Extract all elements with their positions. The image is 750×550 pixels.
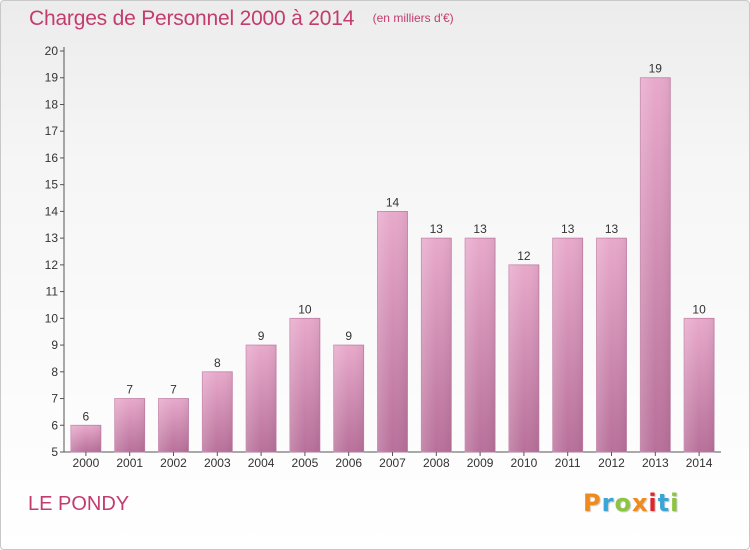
y-tick-label: 6 xyxy=(51,418,58,432)
logo-letter: o xyxy=(614,489,632,517)
x-tick-label: 2004 xyxy=(248,456,275,470)
bar-sheen xyxy=(465,238,496,452)
title-row: Charges de Personnel 2000 à 2014 (en mil… xyxy=(29,7,454,31)
y-tick-label: 13 xyxy=(45,231,59,245)
y-tick-label: 17 xyxy=(45,124,59,138)
x-tick-label: 2001 xyxy=(116,456,143,470)
x-tick-label: 2013 xyxy=(642,456,669,470)
data-label: 10 xyxy=(298,302,312,316)
data-label: 13 xyxy=(561,222,575,236)
data-label: 13 xyxy=(605,222,619,236)
x-tick-label: 2008 xyxy=(423,456,450,470)
y-tick-label: 7 xyxy=(51,392,58,406)
bar-sheen xyxy=(552,238,583,452)
y-tick-label: 19 xyxy=(45,71,59,85)
x-tick-label: 2000 xyxy=(73,456,100,470)
y-tick-label: 9 xyxy=(51,338,58,352)
bars xyxy=(70,77,715,453)
chart-title: Charges de Personnel 2000 à 2014 xyxy=(29,7,355,30)
data-label: 13 xyxy=(430,222,444,236)
proxiti-logo[interactable]: Proxiti xyxy=(583,489,679,517)
data-label: 10 xyxy=(692,302,706,316)
x-tick-label: 2012 xyxy=(598,456,625,470)
y-tick-label: 14 xyxy=(45,204,59,218)
y-tick-label: 5 xyxy=(51,445,58,459)
x-tick-label: 2007 xyxy=(379,456,406,470)
bar-sheen xyxy=(246,345,277,452)
data-label: 6 xyxy=(83,409,90,423)
logo-letter: t xyxy=(657,489,671,517)
bar-sheen xyxy=(508,264,539,452)
bar-sheen xyxy=(158,398,189,452)
data-label: 12 xyxy=(517,249,531,263)
data-label: 9 xyxy=(345,329,352,343)
bar-sheen xyxy=(640,77,671,452)
data-label: 8 xyxy=(214,356,221,370)
data-label: 9 xyxy=(258,329,265,343)
x-tick-label: 2010 xyxy=(511,456,538,470)
y-tick-label: 18 xyxy=(45,97,59,111)
x-axis: 2000 2001 2002 2003 2004 2005 2006 2007 2008 2009… xyxy=(73,452,713,470)
x-tick-label: 2002 xyxy=(160,456,187,470)
bar-sheen xyxy=(289,318,320,452)
y-tick-label: 16 xyxy=(45,151,59,165)
y-tick-label: 12 xyxy=(45,258,59,272)
logo-letter: r xyxy=(601,489,615,517)
bar-sheen xyxy=(70,425,101,452)
bar-sheen xyxy=(202,371,233,452)
x-tick-label: 2003 xyxy=(204,456,231,470)
x-tick-label: 2006 xyxy=(335,456,362,470)
bar-sheen xyxy=(596,238,627,452)
x-tick-label: 2005 xyxy=(292,456,319,470)
y-tick-label: 20 xyxy=(45,44,59,58)
y-tick-label: 11 xyxy=(46,285,59,299)
x-tick-label: 2011 xyxy=(555,456,581,470)
logo-letter: P xyxy=(583,489,602,517)
commune-name: LE PONDY xyxy=(28,493,130,515)
bar-sheen xyxy=(114,398,145,452)
logo-letter: i xyxy=(648,489,658,517)
data-label: 7 xyxy=(126,383,133,397)
bar-sheen xyxy=(377,211,408,452)
data-label: 14 xyxy=(386,195,400,209)
y-tick-label: 15 xyxy=(45,178,59,192)
x-tick-label: 2014 xyxy=(686,456,713,470)
data-label: 7 xyxy=(170,383,177,397)
bar-sheen xyxy=(684,318,715,452)
y-tick-label: 10 xyxy=(45,311,59,325)
x-tick-label: 2009 xyxy=(467,456,494,470)
data-label: 13 xyxy=(473,222,487,236)
data-labels: 6 7 7 8 9 10 9 14 13 13 12 13 13 19 10 xyxy=(83,62,707,424)
bar-sheen xyxy=(333,345,364,452)
logo-letter: i xyxy=(670,489,680,517)
chart-subtitle: (en milliers d'€) xyxy=(372,11,454,25)
data-label: 19 xyxy=(649,62,663,76)
logo-letter: x xyxy=(631,489,649,517)
y-tick-label: 8 xyxy=(51,365,58,379)
bar-sheen xyxy=(421,238,452,452)
